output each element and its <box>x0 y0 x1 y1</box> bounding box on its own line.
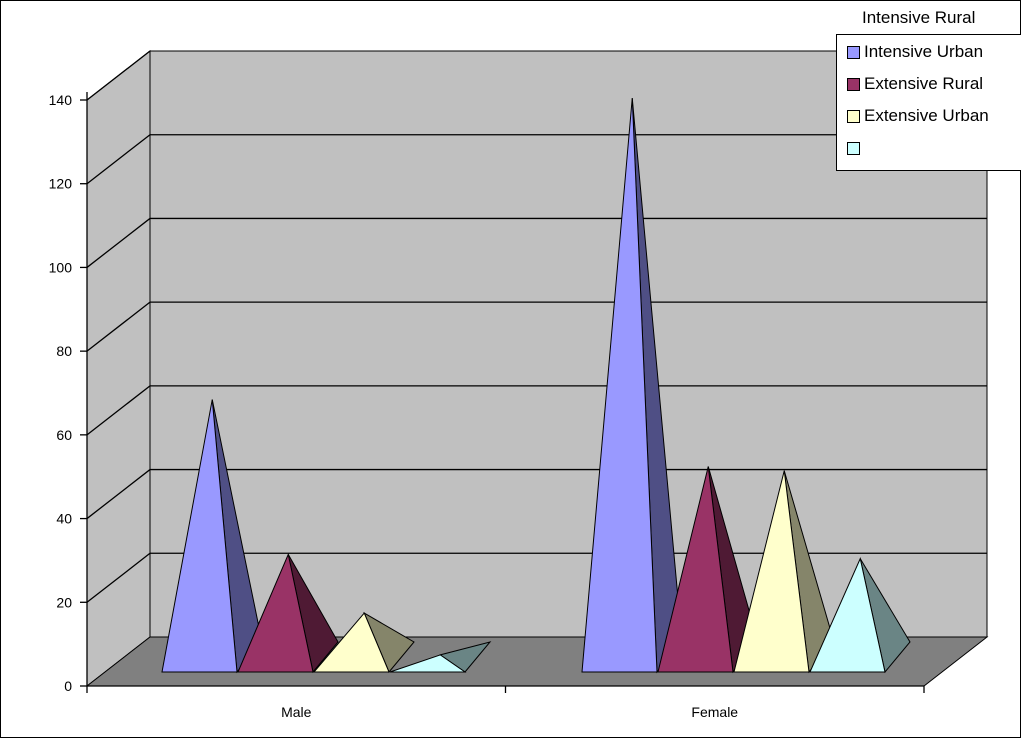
legend-label: Intensive Urban <box>864 42 984 61</box>
side-wall <box>86 49 151 688</box>
legend-swatch <box>847 141 860 155</box>
pyramid-front <box>312 612 390 673</box>
y-tick-label: 140 <box>49 92 73 108</box>
pyramid-front <box>809 557 886 673</box>
y-tick-label: 60 <box>56 427 72 443</box>
pyramid-front <box>237 552 314 673</box>
pyramid-front <box>657 466 734 673</box>
gridline-side <box>86 217 151 268</box>
pyramid-front <box>581 98 658 673</box>
pyramid-front <box>161 399 238 673</box>
y-tick-label: 20 <box>56 594 72 610</box>
legend-item: Intensive Urban <box>847 41 983 63</box>
y-tick-label: 80 <box>56 343 72 359</box>
gridline-side <box>86 134 151 185</box>
gridline-side <box>86 50 151 101</box>
axis-labels: 0 20 40 60 80 100 120 140 Male Female <box>49 92 739 720</box>
pyramid-front <box>389 654 467 673</box>
legend-label: Extensive Rural <box>864 74 984 93</box>
y-tick-label: 0 <box>64 678 72 694</box>
axes <box>80 92 925 693</box>
pyramid-front <box>733 470 810 673</box>
legend-swatch <box>847 45 860 59</box>
legend-item <box>847 137 864 159</box>
gridline-side <box>86 469 151 520</box>
x-tick-label: Male <box>281 704 312 720</box>
gridline-side <box>86 301 151 352</box>
y-tick-label: 40 <box>56 511 72 527</box>
pyramids <box>161 98 911 674</box>
gridline-side <box>86 385 151 436</box>
legend-label: Extensive Urban <box>864 106 989 125</box>
y-tick-label: 100 <box>49 259 73 275</box>
y-tick-label: 120 <box>49 176 73 192</box>
legend-title: Intensive Rural <box>862 8 976 27</box>
legend-swatch <box>847 77 860 91</box>
legend-item: Extensive Rural <box>847 73 983 95</box>
legend: Intensive Urban Extensive Rural Extensive … <box>836 34 1021 171</box>
legend-swatch <box>847 109 860 123</box>
legend-item: Extensive Urban <box>847 105 989 127</box>
gridline-side <box>86 552 151 603</box>
x-tick-label: Female <box>691 704 738 720</box>
